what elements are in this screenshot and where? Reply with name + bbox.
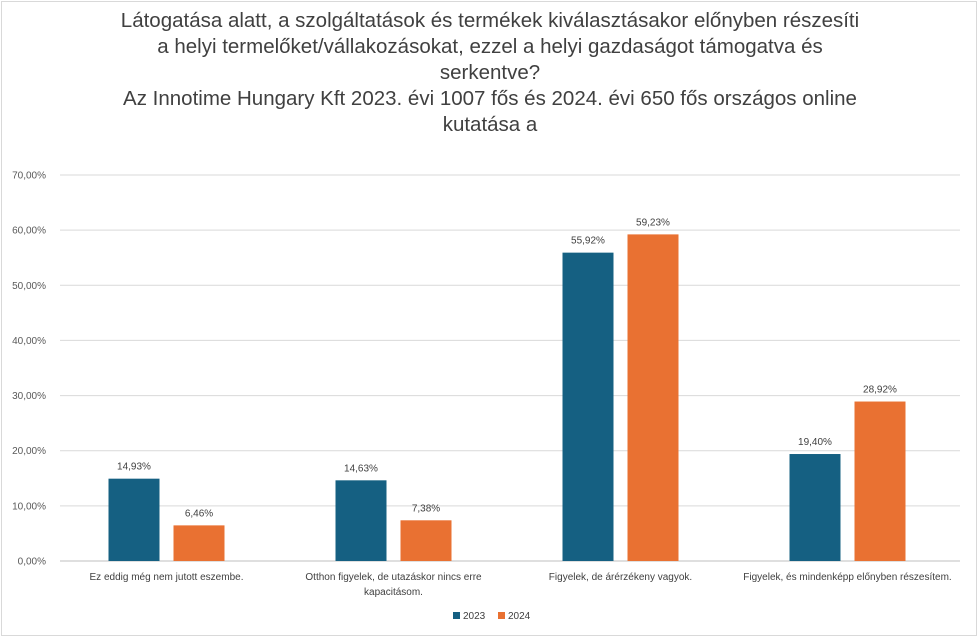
- bar-2023-4: [789, 454, 841, 561]
- data-label-2024: 6,46%: [185, 508, 213, 519]
- bar-2024-2: [400, 520, 452, 561]
- x-tick-label: Figyelek, és mindenképp előnyben részesí…: [743, 572, 951, 583]
- data-label-2023: 14,93%: [117, 462, 151, 473]
- bar-2023-1: [108, 478, 160, 561]
- data-label-2023: 14,63%: [344, 463, 378, 474]
- y-tick-label: 60,00%: [12, 226, 46, 237]
- x-tick-label: kapacitásom.: [364, 587, 423, 598]
- y-tick-label: 70,00%: [12, 171, 46, 182]
- bar-2024-3: [627, 234, 679, 561]
- x-tick-label: Ez eddig még nem jutott eszembe.: [90, 572, 244, 583]
- title-line-2: a helyi termelőket/vállakozásokat, ezzel…: [157, 35, 823, 58]
- legend-label-2023: 2023: [463, 611, 486, 622]
- bar-2023-3: [562, 252, 614, 561]
- data-label-2024: 7,38%: [412, 503, 440, 514]
- y-tick-label: 10,00%: [12, 501, 46, 512]
- legend-swatch-2023: [453, 612, 460, 619]
- y-tick-label: 0,00%: [18, 557, 46, 568]
- y-tick-label: 50,00%: [12, 281, 46, 292]
- bar-2024-1: [173, 525, 225, 561]
- legend-swatch-2024: [498, 612, 505, 619]
- chart-title: Látogatása alatt, a szolgáltatások és te…: [60, 8, 920, 138]
- title-line-3: serkentve?: [439, 61, 541, 84]
- data-label-2023: 19,40%: [798, 437, 832, 448]
- y-tick-label: 30,00%: [12, 391, 46, 402]
- data-label-2023: 55,92%: [571, 236, 605, 247]
- data-label-2024: 28,92%: [863, 385, 897, 396]
- y-tick-label: 40,00%: [12, 336, 46, 347]
- bar-2023-2: [335, 480, 387, 561]
- x-tick-label: Otthon figyelek, de utazáskor nincs erre: [305, 572, 482, 583]
- title-line-4: Az Innotime Hungary Kft 2023. évi 1007 f…: [123, 87, 857, 110]
- x-tick-label: Figyelek, de árérzékeny vagyok.: [549, 572, 692, 583]
- y-tick-label: 20,00%: [12, 446, 46, 457]
- bar-2024-4: [854, 401, 906, 561]
- title-line-1: Látogatása alatt, a szolgáltatások és te…: [120, 9, 860, 32]
- title-line-5: kutatása a: [442, 113, 538, 136]
- data-label-2024: 59,23%: [636, 217, 670, 228]
- legend-label-2024: 2024: [508, 611, 531, 622]
